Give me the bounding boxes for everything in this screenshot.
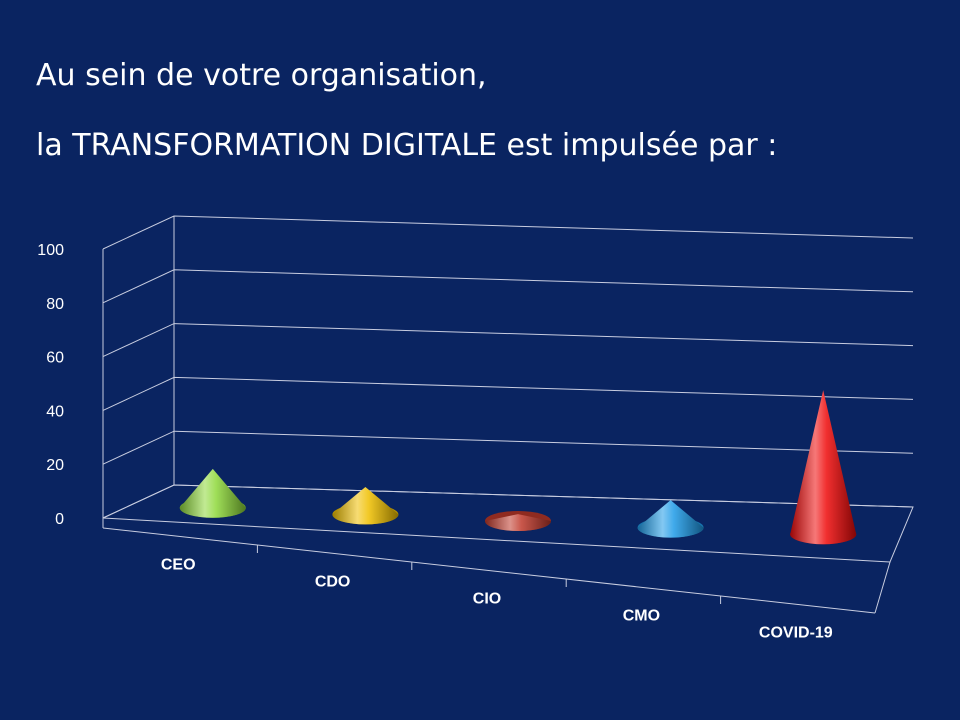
cone-cio-body	[485, 514, 551, 531]
cone-ceo-body	[179, 468, 246, 518]
gridline-100	[102, 215, 914, 250]
x-tick-label-cmo: CMO	[623, 608, 660, 625]
cone-cmo	[637, 500, 704, 538]
x-tick-label-ceo: CEO	[161, 557, 196, 574]
x-tick-label-cio: CIO	[473, 591, 501, 608]
y-tick-label-20: 20	[46, 457, 64, 474]
cone-ceo	[179, 468, 246, 518]
cone-covid-19-body	[790, 390, 857, 545]
x-axis-line	[102, 527, 876, 614]
cone-cmo-body	[637, 500, 704, 538]
cone-cio	[485, 511, 551, 531]
y-tick-label-80: 80	[46, 296, 64, 313]
slide-title-line-1: Au sein de votre organisation,	[36, 58, 487, 93]
chart-floor	[102, 484, 914, 563]
gridline-20	[102, 430, 914, 465]
gridline-80	[102, 269, 914, 304]
y-tick-label-60: 60	[46, 350, 64, 367]
cone-cdo-body	[332, 486, 399, 525]
y-tick-label-40: 40	[46, 403, 64, 420]
gridline-40	[102, 376, 914, 411]
x-tick-label-covid-19: COVID-19	[759, 625, 833, 642]
cone-cdo	[332, 486, 399, 525]
slide-title-line-2: la TRANSFORMATION DIGITALE est impulsée …	[36, 128, 778, 163]
gridline-60	[102, 323, 914, 358]
cone-covid-19	[790, 390, 857, 545]
y-tick-label-100: 100	[37, 242, 64, 259]
y-tick-label-0: 0	[55, 511, 64, 528]
x-axis-corner-edge	[874, 561, 891, 614]
x-tick-label-cdo: CDO	[315, 574, 351, 591]
